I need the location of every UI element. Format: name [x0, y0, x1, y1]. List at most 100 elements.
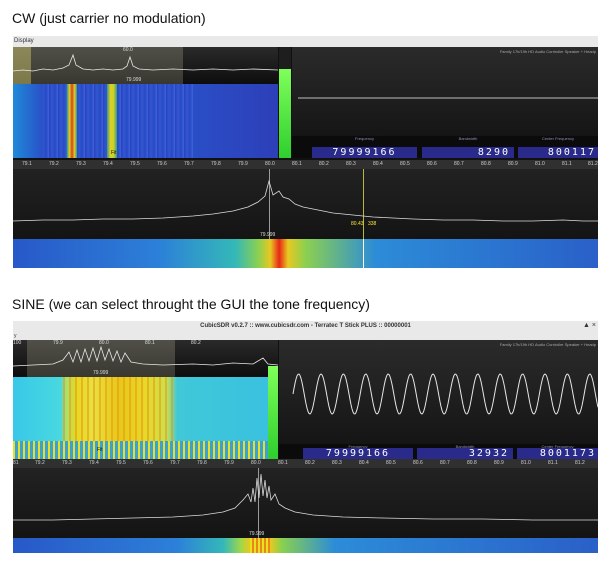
cw-water-band-left [13, 84, 43, 158]
cw-frequency-group[interactable]: Frequency 79999166 [312, 136, 417, 158]
cw-edge-highlight [13, 47, 31, 84]
sine-main-spectrum-trace [13, 473, 598, 521]
scale-tick: 81.1 [548, 460, 558, 466]
scale-tick: 81 [13, 460, 19, 466]
sine-mini-spectrum[interactable]: 100 79.9 80.0 80.1 80.2 79.999 [13, 340, 278, 377]
scale-tick: 80.2 [319, 161, 329, 167]
sine-meter-level [268, 366, 278, 459]
sine-frequency-label: Frequency [348, 444, 368, 449]
sine-main-spectrum[interactable]: 79.999 [13, 468, 598, 538]
scale-tick: 80.8 [481, 161, 491, 167]
cw-bandwidth-highlight [13, 47, 183, 84]
scale-tick: 80.4 [373, 161, 383, 167]
scale-tick: 81.2 [588, 161, 598, 167]
scale-tick: 80.9 [508, 161, 518, 167]
scale-tick: 81.0 [535, 161, 545, 167]
cw-scope-trace [298, 97, 598, 99]
cw-caption: CW (just carrier no modulation) [12, 10, 206, 26]
scale-tick: 79.2 [49, 161, 59, 167]
scale-tick: 80.5 [386, 460, 396, 466]
cw-bandwidth-value[interactable]: 8290 [422, 147, 514, 158]
scale-tick: 79.4 [89, 460, 99, 466]
sine-screenshot: CubicSDR v0.2.7 :: www.cubicsdr.com - Te… [13, 321, 598, 553]
cw-titlebar: Display [13, 36, 598, 47]
scale-tick: 80.2 [305, 460, 315, 466]
sine-audio-scope: Family 17h/19h HD Audio Controller Speak… [279, 340, 598, 444]
scale-tick: 79.2 [35, 460, 45, 466]
scale-tick: 81.0 [521, 460, 531, 466]
cw-audio-scope: Family 17h/19h HD Audio Controller Speak… [292, 47, 598, 136]
cw-menu-display[interactable]: Display [14, 38, 34, 44]
cw-center-value[interactable]: 800117 [518, 147, 598, 158]
cw-cursor-label: 80.43 [351, 221, 364, 227]
cw-main-spectrum[interactable]: 80.43 338 79.999 [13, 169, 598, 239]
sine-window-title: CubicSDR v0.2.7 :: www.cubicsdr.com - Te… [200, 323, 411, 329]
cw-mini-tick: 60.0 [123, 47, 133, 53]
cw-tuning-cursor[interactable] [363, 169, 364, 239]
cw-water-marker: Fit [111, 150, 117, 156]
sine-frequency-scale[interactable]: 81 79.2 79.3 79.4 79.5 79.6 79.7 79.8 79… [13, 459, 598, 468]
sine-frequency-panel: Frequency 79999166 Bandwidth 32932 Cente… [279, 444, 598, 459]
cw-waterfall-cursor [363, 239, 364, 268]
scale-tick: 80.7 [440, 460, 450, 466]
sine-caption: SINE (we can select throught the GUI the… [12, 296, 370, 312]
sine-frequency-group[interactable]: Frequency 79999166 [303, 444, 413, 459]
scale-tick: 79.6 [157, 161, 167, 167]
sine-signal-meter[interactable] [268, 366, 278, 459]
scale-tick: 80.9 [494, 460, 504, 466]
cw-center-group[interactable]: Center Frequency 800117 [518, 136, 598, 158]
scale-tick: 79.3 [62, 460, 72, 466]
cw-water-band-right [193, 84, 278, 158]
scale-tick: 79.5 [116, 460, 126, 466]
cw-scope-title: Family 17h/19h HD Audio Controller Speak… [499, 49, 596, 54]
cw-meter-level [279, 69, 291, 158]
scale-tick: 80.6 [427, 161, 437, 167]
cw-frequency-label: Frequency [355, 136, 374, 141]
cw-frequency-value[interactable]: 79999166 [312, 147, 417, 158]
cw-frequency-scale[interactable]: 79.1 79.2 79.3 79.4 79.5 79.6 79.7 79.8 … [13, 160, 598, 169]
cw-water-carrier-1 [67, 84, 77, 158]
sine-bandwidth-label: Bandwidth [455, 444, 475, 449]
scale-tick: 80.5 [400, 161, 410, 167]
sine-mini-tick: 80.2 [191, 340, 201, 346]
scale-tick: 79.4 [103, 161, 113, 167]
window-controls[interactable]: ▲ × [583, 322, 596, 329]
sine-water-lower-band [13, 441, 278, 459]
cw-main-center-label: 79.999 [260, 232, 276, 238]
sine-bandwidth-value[interactable]: 32932 [417, 448, 513, 459]
scale-tick: 81.1 [562, 161, 572, 167]
scale-tick: 79.9 [224, 460, 234, 466]
cw-center-line [269, 169, 270, 239]
sine-center-label: Center Frequency [541, 444, 574, 449]
scale-tick: 79.1 [22, 161, 32, 167]
cw-water-carrier-2 [107, 84, 117, 158]
sine-frequency-value[interactable]: 79999166 [303, 448, 413, 459]
cw-mini-waterfall: Fit [13, 84, 278, 158]
scale-tick: 80.3 [332, 460, 342, 466]
cw-signal-meter[interactable] [279, 47, 291, 158]
sine-mini-waterfall: Fit [13, 377, 278, 459]
scale-tick: 80.4 [359, 460, 369, 466]
cw-bandwidth-group[interactable]: Bandwidth 8290 [422, 136, 514, 158]
scale-tick: 80.0 [251, 460, 261, 466]
sine-mini-center-label: 79.999 [93, 370, 109, 376]
sine-center-line [258, 468, 259, 538]
cw-mini-spectrum[interactable]: 60.0 79.999 [13, 47, 278, 84]
cw-cursor-label-2: 338 [368, 221, 377, 227]
scale-tick: 80.3 [346, 161, 356, 167]
sine-mini-tick: 80.1 [145, 340, 155, 346]
sine-menu-item[interactable]: y [14, 333, 17, 339]
scale-tick: 80.8 [467, 460, 477, 466]
sine-main-waterfall [13, 538, 598, 553]
sine-center-group[interactable]: Center Frequency 8001173 [517, 444, 598, 459]
cw-screenshot: Display 60.0 79.999 Fit Family 17h/19h H… [13, 36, 598, 268]
sine-mini-tick: 80.0 [99, 340, 109, 346]
cw-frequency-panel: Frequency 79999166 Bandwidth 8290 Center… [292, 136, 598, 158]
sine-water-marker: Fit [97, 447, 103, 453]
sine-scope-title: Family 17h/19h HD Audio Controller Speak… [499, 342, 596, 347]
scale-tick: 80.1 [292, 161, 302, 167]
scale-tick: 80.6 [413, 460, 423, 466]
sine-menu-strip: y [13, 332, 598, 340]
sine-center-value[interactable]: 8001173 [517, 448, 598, 459]
sine-bandwidth-group[interactable]: Bandwidth 32932 [417, 444, 513, 459]
